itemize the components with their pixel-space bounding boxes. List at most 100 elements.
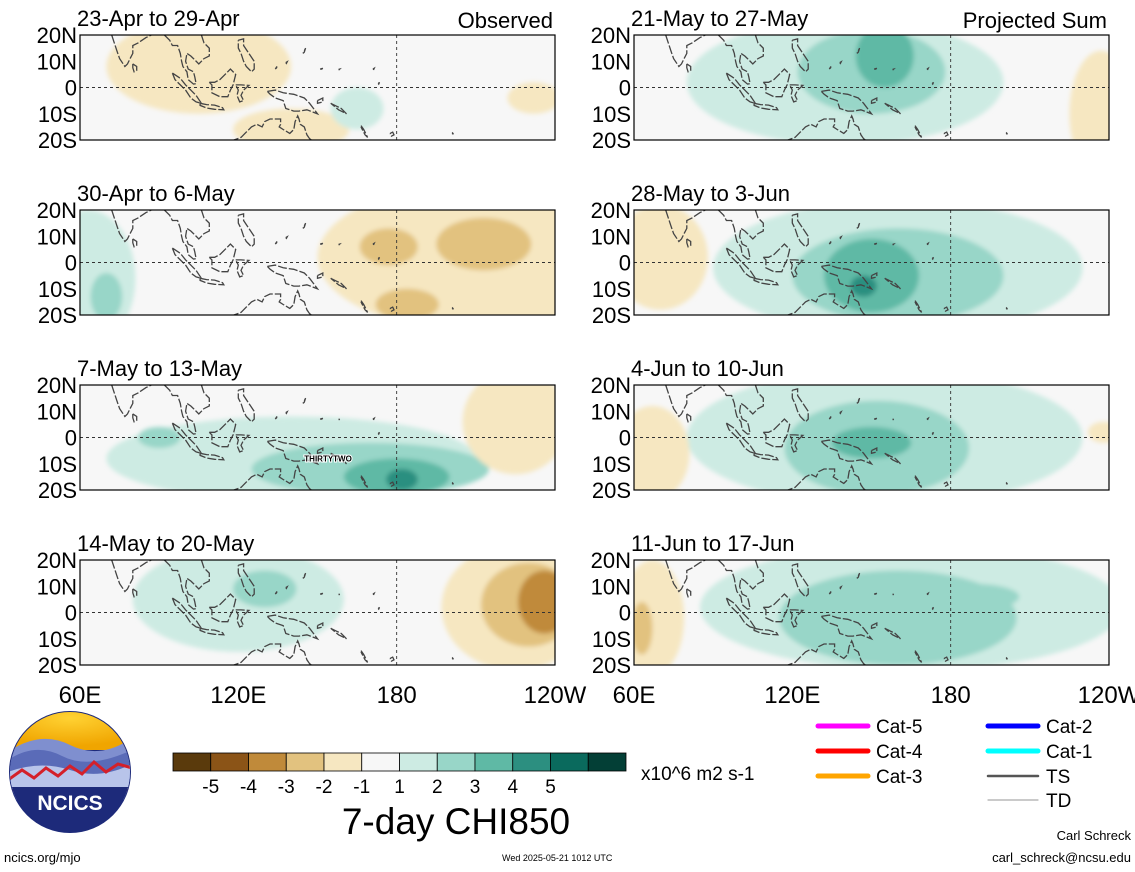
- coastline: [856, 222, 861, 229]
- coastline: [686, 413, 692, 423]
- footer-email[interactable]: carl_schreck@ncsu.edu: [992, 850, 1131, 865]
- lat-tick-label: 10S: [592, 102, 631, 127]
- coastline: [163, 210, 210, 260]
- coastline: [926, 591, 930, 596]
- coastline: [725, 72, 757, 105]
- footer-url[interactable]: ncics.org/mjo: [4, 850, 81, 865]
- anomaly-region: [634, 602, 653, 655]
- lon-tick-label: 120W: [1078, 682, 1135, 709]
- coastline: [377, 431, 381, 436]
- coastline: [828, 416, 832, 420]
- coastline: [377, 81, 381, 86]
- anomaly-region: [132, 560, 344, 652]
- coastline: [316, 96, 324, 105]
- coastline: [208, 418, 237, 448]
- coastline: [235, 259, 251, 278]
- coastline: [789, 84, 805, 103]
- coastline: [266, 614, 320, 641]
- coastline: [753, 277, 780, 286]
- panel-prj3: 4-Jun to 10-Jun: [631, 356, 1110, 491]
- coastline: [910, 489, 911, 490]
- anomaly-field: [80, 210, 555, 315]
- lat-tick-label: 20N: [591, 373, 631, 398]
- anomaly-region: [233, 108, 350, 140]
- lat-tick-label: 0: [619, 426, 631, 451]
- anomaly-region: [634, 210, 708, 310]
- track-legend-label: TS: [1046, 767, 1070, 788]
- lat-tick-label: 10S: [38, 627, 77, 652]
- coastline: [910, 139, 911, 140]
- panel-title: 7-May to 13-May: [77, 356, 242, 381]
- coastline: [892, 593, 895, 596]
- lon-tick-label: 120E: [210, 682, 266, 709]
- coastline: [943, 131, 949, 137]
- coastline: [943, 306, 949, 312]
- coastline: [356, 489, 357, 490]
- panel-border: [79, 559, 556, 666]
- panel-border: [79, 209, 556, 316]
- coastline: [199, 452, 226, 461]
- panel-border: [633, 209, 1110, 316]
- coastline: [873, 592, 878, 595]
- anomaly-region: [518, 570, 555, 634]
- coastline: [111, 560, 152, 593]
- coastline: [856, 572, 861, 579]
- coastline: [884, 627, 901, 640]
- coastline: [360, 475, 369, 488]
- coastline: [316, 271, 324, 280]
- footer-author: Carl Schreck: [1056, 828, 1131, 843]
- coastline: [914, 475, 923, 488]
- coastline: [792, 197, 797, 205]
- colorbar-swatch: [210, 752, 249, 772]
- lat-tick-label: 20N: [37, 198, 77, 223]
- anomaly-field: [634, 385, 1109, 490]
- coastline: [237, 213, 255, 248]
- lat-tick-label: 20S: [38, 128, 77, 153]
- lat-tick-label: 20N: [591, 548, 631, 573]
- coastline: [791, 38, 809, 73]
- coastline: [820, 89, 874, 116]
- panel-title: 30-Apr to 6-May: [77, 181, 235, 206]
- track-legend-label: Cat-1: [1046, 742, 1092, 763]
- coastline: [266, 264, 320, 291]
- lat-tick-label: 0: [619, 601, 631, 626]
- lat-tick-label: 10S: [592, 452, 631, 477]
- coastline: [451, 656, 454, 660]
- coastline: [372, 591, 376, 596]
- colorbar-tick-label: 3: [470, 777, 481, 798]
- panel-border: [633, 34, 1110, 141]
- lat-tick-label: 20S: [592, 128, 631, 153]
- coastline: [199, 102, 226, 111]
- coastline: [389, 481, 395, 487]
- coastline: [274, 241, 278, 245]
- coastline: [884, 452, 901, 465]
- coastline: [884, 277, 901, 290]
- anomaly-region: [330, 87, 384, 130]
- coastline: [791, 388, 809, 423]
- track-legend-label: Cat-4: [876, 742, 923, 763]
- coastlines: [111, 35, 454, 140]
- anomaly-region: [1069, 50, 1109, 140]
- coastline: [926, 66, 930, 71]
- coastline: [892, 242, 896, 246]
- colorbar-tick-label: -1: [353, 777, 370, 798]
- lat-tick-label: 0: [65, 76, 77, 101]
- lat-tick-label: 10S: [38, 102, 77, 127]
- coastline: [1005, 656, 1008, 660]
- coastline: [389, 656, 395, 662]
- colorbar-swatch: [361, 752, 400, 772]
- panel-border: [79, 34, 556, 141]
- anomaly-region: [1087, 421, 1109, 443]
- lat-tick-label: 0: [619, 76, 631, 101]
- panel-title: 14-May to 20-May: [77, 531, 254, 556]
- coastline: [789, 609, 805, 628]
- coastline: [914, 650, 923, 663]
- lat-tick-label: 20S: [38, 653, 77, 678]
- lat-tick-label: 10S: [38, 277, 77, 302]
- coastline: [926, 241, 930, 246]
- coastline: [163, 560, 210, 610]
- coastline: [791, 213, 809, 248]
- colorbar-swatch: [550, 752, 589, 772]
- coastline: [372, 416, 376, 421]
